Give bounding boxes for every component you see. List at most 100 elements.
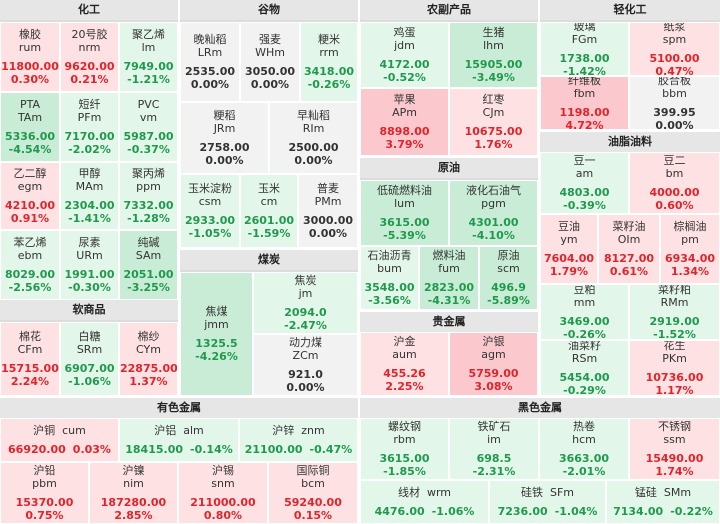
tile-bbm[interactable]: 胶合板 bbm 399.95 0.00% [629, 76, 720, 130]
tile-code: csm [198, 195, 222, 208]
section-title-soft: 软商品 [0, 300, 178, 320]
tile-srm[interactable]: 白糖 SRm 6907.00 -1.06% [60, 322, 119, 396]
tile-apm[interactable]: 苹果 APm 8898.00 3.79% [360, 88, 449, 156]
tile-name: 棕榈油 [673, 220, 707, 233]
tile-bcm[interactable]: 国际铜 bcm 59240.00 0.15% [268, 462, 358, 524]
tile-sfm[interactable]: 硅铁 SFm 7236.00 -1.04% [489, 480, 606, 524]
tile-rbm[interactable]: 螺纹钢 rbm 3615.00 -1.85% [360, 418, 449, 480]
tile-value: 15715.00 [1, 362, 59, 375]
tile-aum[interactable]: 沪金 aum 455.26 2.25% [360, 332, 449, 396]
tile-name: 粳米 [318, 33, 340, 46]
tile-code: FGm [571, 33, 598, 46]
tile-change-percent: 0.00% [205, 154, 244, 167]
tile-rim[interactable]: 早籼稻 RIm 2500.00 0.00% [269, 102, 358, 174]
tile-hcm[interactable]: 热卷 hcm 3663.00 -2.01% [539, 418, 629, 480]
tile-name: PVC [137, 98, 160, 111]
tile-code: CFm [17, 343, 43, 356]
tile-name: 棉花 [19, 330, 41, 343]
tile-jm[interactable]: 焦炭 jm 2094.0 -2.47% [253, 272, 358, 334]
tile-ppm[interactable]: 聚丙烯 ppm 7332.00 -1.28% [119, 162, 178, 230]
tile-code: ebm [17, 249, 43, 262]
tile-jrm[interactable]: 粳稻 JRm 2758.00 0.00% [180, 102, 269, 174]
tile-tam[interactable]: PTA TAm 5336.00 -4.54% [0, 92, 60, 162]
tile-value: 3615.00 [379, 452, 430, 465]
tile-lrm[interactable]: 晚籼稻 LRm 2535.00 0.00% [180, 22, 240, 102]
tile-rsm[interactable]: 油菜籽 RSm 5454.00 -0.29% [540, 340, 629, 396]
tile-wrm[interactable]: 线材 wrm 4476.00 -1.06% [360, 480, 489, 524]
tile-fbm[interactable]: 纤维板 fbm 1198.00 4.72% [540, 76, 629, 130]
tile-cm[interactable]: 玉米 cm 2601.00 -1.59% [240, 174, 298, 248]
tile-pgm[interactable]: 液化石油气 pgm 4301.00 -4.10% [449, 180, 538, 246]
tile-name: 石油沥青 [367, 249, 412, 262]
tile-jdm[interactable]: 鸡蛋 jdm 4172.00 -0.52% [360, 22, 449, 88]
tile-fgm[interactable]: 玻璃 FGm 1738.00 -1.42% [540, 22, 629, 76]
tile-change-percent: 0.91% [10, 212, 50, 225]
tile-pfm[interactable]: 短纤 PFm 7170.00 -2.02% [60, 92, 119, 162]
tile-nim[interactable]: 沪镍 nim 187280.00 2.85% [89, 462, 178, 524]
tile-vm[interactable]: PVC vm 5987.00 -0.37% [119, 92, 178, 162]
tile-im[interactable]: 铁矿石 im 698.5 -2.31% [449, 418, 539, 480]
tile-urm[interactable]: 尿素 URm 1991.00 -0.30% [60, 230, 119, 300]
tile-csm[interactable]: 玉米淀粉 csm 2933.00 -1.05% [180, 174, 240, 248]
section-oilseed: 油脂油料 豆一 am 4803.00 -0.39% 豆二 bm 4000.00 0.60% … [540, 132, 720, 396]
tile-nrm[interactable]: 20号胶 nrm 9620.00 0.21% [60, 22, 119, 92]
tile-rmm[interactable]: 菜籽粕 RMm 2919.00 -1.52% [629, 284, 720, 340]
tile-scm[interactable]: 原油 scm 496.9 -5.89% [479, 246, 538, 310]
tile-smm[interactable]: 锰硅 SMm 7134.00 -0.22% [606, 480, 720, 524]
tile-content: 豆粕 mm 3469.00 -0.26% [541, 285, 628, 339]
tile-spm[interactable]: 纸浆 spm 5100.00 0.47% [629, 22, 720, 76]
tile-code: OIm [617, 233, 641, 246]
tile-name: 菜籽粕 [658, 284, 691, 296]
tile-bm[interactable]: 豆二 bm 4000.00 0.60% [629, 152, 720, 214]
tile-pm[interactable]: 棕榈油 pm 6934.00 1.34% [660, 214, 720, 284]
tile-change-percent: -1.04% [554, 505, 598, 518]
tile-change-percent: 4.72% [565, 119, 604, 130]
tile-rum[interactable]: 橡胶 rum 11800.00 0.30% [0, 22, 60, 92]
tile-bum[interactable]: 石油沥青 bum 3548.00 -3.56% [360, 246, 419, 310]
tile-value: 399.95 [653, 106, 696, 119]
tile-value: 7604.00 [543, 252, 595, 265]
tile-code: rrm [319, 46, 339, 59]
tile-lm[interactable]: 聚乙烯 lm 7949.00 -1.21% [119, 22, 178, 92]
tile-rrm[interactable]: 粳米 rrm 3418.00 -0.26% [300, 22, 358, 102]
tile-am[interactable]: 豆一 am 4803.00 -0.39% [540, 152, 629, 214]
tile-code: lhm [483, 39, 504, 52]
tile-mam[interactable]: 甲醇 MAm 2304.00 -1.41% [60, 162, 119, 230]
tile-lum[interactable]: 低硫燃料油 lum 3615.00 -5.39% [360, 180, 449, 246]
tile-zcm[interactable]: 动力煤 ZCm 921.0 0.00% [253, 334, 358, 396]
tile-mm[interactable]: 豆粕 mm 3469.00 -0.26% [540, 284, 629, 340]
tile-name: 线材 [397, 486, 420, 499]
tile-agm[interactable]: 沪银 agm 5759.00 3.08% [449, 332, 538, 396]
tile-content: 普麦 PMm 3000.00 0.00% [299, 182, 357, 240]
tile-change-percent: -1.85% [383, 465, 426, 478]
tile-snm[interactable]: 沪锡 snm 211000.00 0.80% [178, 462, 268, 524]
tile-content: 豆油 ym 7604.00 1.79% [541, 220, 597, 278]
tile-content: 白糖 SRm 6907.00 -1.06% [61, 330, 118, 388]
tile-lhm[interactable]: 生猪 lhm 15905.00 -3.49% [449, 22, 538, 88]
tile-pbm[interactable]: 沪铅 pbm 15370.00 0.75% [0, 462, 89, 524]
tile-value: 3548.00 [364, 281, 415, 294]
tile-cfm[interactable]: 棉花 CFm 15715.00 2.24% [0, 322, 60, 396]
tile-ym[interactable]: 豆油 ym 7604.00 1.79% [540, 214, 598, 284]
tile-znm[interactable]: 沪锌 znm 21100.00 -0.47% [239, 418, 358, 462]
tile-cym[interactable]: 棉纱 CYm 22875.00 1.37% [119, 322, 178, 396]
tile-code: CJm [482, 106, 505, 119]
tile-change-percent: -2.31% [472, 465, 516, 478]
tile-pkm[interactable]: 花生 PKm 10736.00 1.17% [629, 340, 720, 396]
tile-alm[interactable]: 沪铝 alm 18415.00 -0.14% [119, 418, 239, 462]
tile-cjm[interactable]: 红枣 CJm 10675.00 1.76% [449, 88, 538, 156]
tile-value: 7170.00 [64, 130, 115, 143]
tile-ssm[interactable]: 不锈钢 ssm 15490.00 1.74% [629, 418, 720, 480]
tile-whm[interactable]: 强麦 WHm 3050.00 0.00% [240, 22, 300, 102]
tile-value: 211000.00 [190, 496, 256, 509]
tile-pmm[interactable]: 普麦 PMm 3000.00 0.00% [298, 174, 358, 248]
tile-cum[interactable]: 沪铜 cum 66920.00 0.03% [0, 418, 119, 462]
tile-oim[interactable]: 菜籽油 OIm 8127.00 0.61% [598, 214, 660, 284]
tile-ebm[interactable]: 苯乙烯 ebm 8029.00 -2.56% [0, 230, 60, 300]
tile-sam[interactable]: 纯碱 SAm 2051.00 -3.25% [119, 230, 178, 300]
tile-egm[interactable]: 乙二醇 egm 4210.00 0.91% [0, 162, 60, 230]
tile-content: 豆二 bm 4000.00 0.60% [630, 154, 719, 212]
tile-jmm[interactable]: 焦煤 jmm 1325.5 -4.26% [180, 272, 253, 396]
tile-fum[interactable]: 燃料油 fum 2823.00 -4.31% [419, 246, 479, 310]
tile-value: 2535.00 [184, 65, 236, 78]
